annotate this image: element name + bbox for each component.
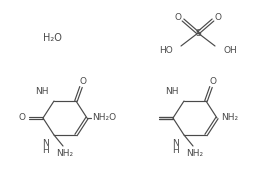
Text: NH: NH	[166, 87, 179, 96]
Text: OH: OH	[223, 46, 237, 55]
Text: NH₂O: NH₂O	[92, 114, 116, 122]
Text: S: S	[195, 29, 201, 37]
Text: H: H	[172, 146, 179, 155]
Text: O: O	[214, 13, 221, 22]
Text: H: H	[42, 146, 49, 155]
Text: HO: HO	[159, 46, 173, 55]
Text: NH₂: NH₂	[221, 114, 238, 122]
Text: NH₂: NH₂	[187, 149, 204, 158]
Text: O: O	[210, 77, 217, 85]
Text: NH: NH	[35, 87, 49, 96]
Text: H₂O: H₂O	[43, 33, 62, 43]
Text: NH₂: NH₂	[56, 149, 73, 158]
Text: O: O	[174, 13, 181, 22]
Text: O: O	[79, 77, 86, 85]
Text: N: N	[42, 139, 49, 148]
Text: N: N	[172, 139, 179, 148]
Text: O: O	[19, 114, 25, 122]
